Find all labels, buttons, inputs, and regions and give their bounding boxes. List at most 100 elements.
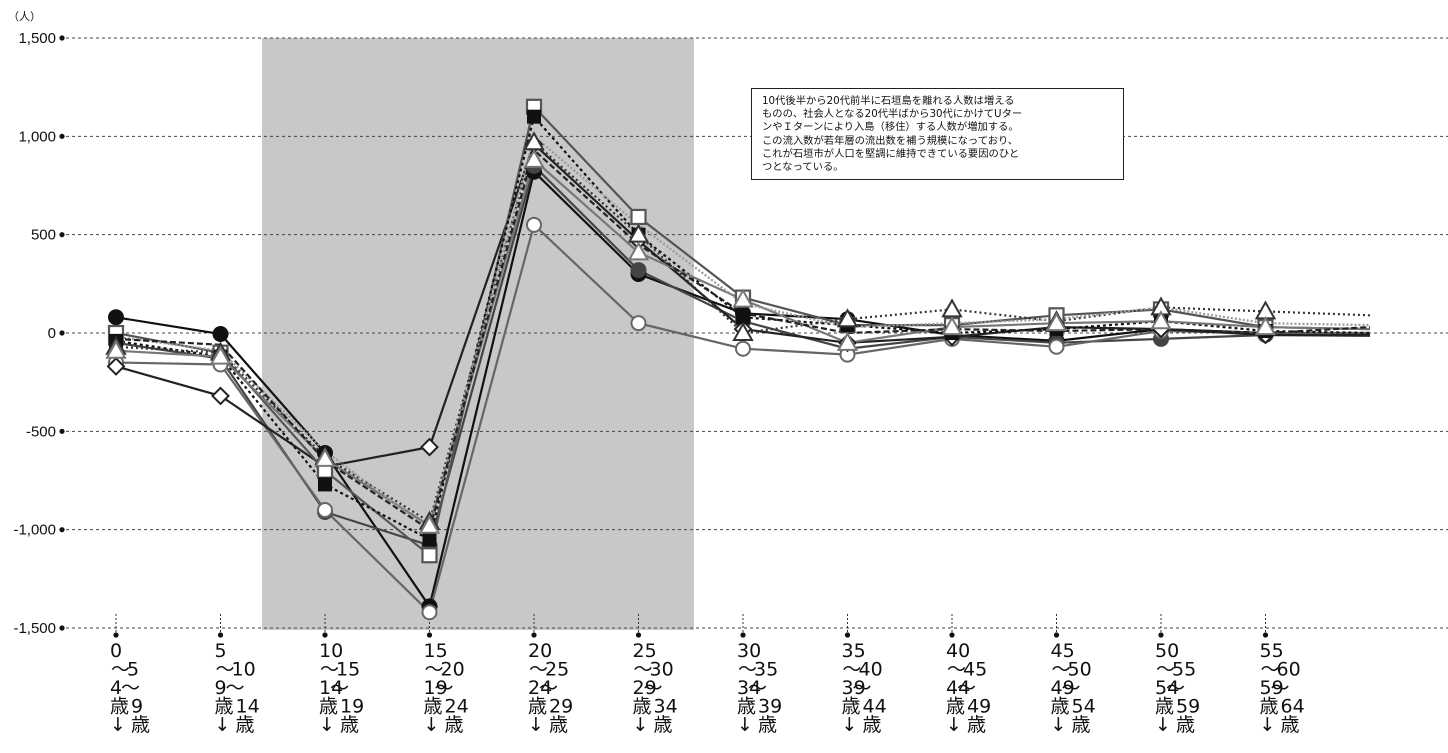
data-point bbox=[420, 437, 439, 457]
y-axis: （人） 1,500 1,000 500 0 -500 -1,000 -1,500 bbox=[8, 10, 65, 637]
x-tick-label-upper: 20 bbox=[441, 659, 465, 681]
x-tick-label: ↓ bbox=[528, 714, 544, 736]
x-tick-label: 49 bbox=[1051, 677, 1075, 699]
data-point bbox=[527, 109, 541, 124]
x-tick-label: 19 bbox=[424, 677, 448, 699]
series-markers bbox=[105, 98, 1277, 621]
y-tick-dot bbox=[59, 133, 65, 139]
x-tick-label-upper: 25 bbox=[545, 659, 569, 681]
data-point bbox=[211, 386, 230, 406]
x-tick-label: 歳 bbox=[424, 696, 443, 718]
data-point bbox=[1048, 338, 1065, 355]
x-tick-label: ↓ bbox=[946, 714, 962, 736]
y-tick-label: -500 bbox=[26, 423, 56, 440]
x-tick-dot bbox=[426, 632, 433, 638]
x-tick-label-upper: 歳 bbox=[236, 714, 255, 736]
x-tick-label: 歳 bbox=[528, 696, 547, 718]
x-tick-label: 5 bbox=[215, 640, 227, 662]
x-tick-dot bbox=[949, 632, 955, 638]
x-tick-label-upper: 〜 bbox=[226, 677, 245, 699]
annotation-line: ものの、社会人となる20代半ばから30代にかけてUター bbox=[762, 108, 1023, 121]
x-tick-label-upper: 29 bbox=[549, 696, 573, 718]
x-tick-dot bbox=[217, 632, 224, 638]
x-tick-label-upper: 5 bbox=[127, 659, 139, 681]
x-tick-label: 〜 bbox=[947, 659, 966, 681]
data-point bbox=[418, 514, 441, 534]
x-tick-label: 歳 bbox=[1051, 696, 1070, 718]
data-point bbox=[732, 288, 754, 308]
data-point bbox=[627, 241, 650, 261]
x-tick-dot bbox=[635, 632, 642, 638]
x-tick-dot bbox=[844, 632, 851, 638]
data-point bbox=[836, 331, 859, 351]
x-tick-label-upper: 歳 bbox=[758, 714, 777, 736]
x-tick-label-upper: 歳 bbox=[445, 714, 464, 736]
x-tick-label-upper: 歳 bbox=[131, 714, 150, 736]
x-tick-label: ↓ bbox=[110, 714, 126, 736]
data-point bbox=[630, 208, 647, 226]
data-point bbox=[732, 321, 754, 341]
data-point bbox=[421, 604, 438, 621]
x-tick-label: 39 bbox=[842, 677, 866, 699]
x-tick-label-upper: 〜 bbox=[539, 677, 558, 699]
x-tick-label-upper: 〜 bbox=[748, 677, 767, 699]
x-tick-label: ↓ bbox=[1155, 714, 1171, 736]
data-point bbox=[317, 502, 333, 518]
x-tick-label: 歳 bbox=[737, 696, 756, 718]
y-unit-label: （人） bbox=[8, 10, 41, 23]
x-tick-label-upper: 14 bbox=[236, 696, 260, 718]
x-tick-label-upper: 〜 bbox=[1166, 677, 1185, 699]
x-tick-label: ↓ bbox=[215, 714, 231, 736]
y-tick-label: -1,500 bbox=[13, 620, 56, 637]
x-tick-label-upper: 55 bbox=[1172, 659, 1196, 681]
x-tick-label: 〜 bbox=[843, 659, 862, 681]
x-tick-label-upper: 24 bbox=[445, 696, 469, 718]
x-tick-label-upper: 45 bbox=[963, 659, 987, 681]
data-point bbox=[736, 310, 750, 325]
x-tick-label-upper: 歳 bbox=[967, 714, 986, 736]
x-tick-label: 24 bbox=[528, 677, 552, 699]
annotation-line: 10代後半から20代前半に石垣島を離れる人数は増える bbox=[762, 95, 1015, 107]
x-tick-label-upper: 〜 bbox=[957, 677, 976, 699]
x-tick-label: 歳 bbox=[1155, 696, 1174, 718]
x-tick-label: ↓ bbox=[737, 714, 753, 736]
y-tick-dot bbox=[59, 625, 65, 631]
data-point bbox=[421, 547, 438, 564]
y-tick-label: 0 bbox=[48, 325, 56, 342]
x-tick-label-upper: 〜 bbox=[1062, 677, 1081, 699]
x-tick-label: 30 bbox=[737, 640, 761, 662]
x-tick-label: 55 bbox=[1260, 640, 1284, 662]
x-tick-label-upper: 〜 bbox=[644, 677, 663, 699]
x-tick-label-upper: 歳 bbox=[549, 714, 568, 736]
x-tick-dot bbox=[1262, 632, 1269, 638]
x-tick-label-upper: 歳 bbox=[340, 714, 359, 736]
data-point bbox=[941, 298, 963, 318]
data-point bbox=[212, 325, 229, 342]
x-tick-label-upper: 9 bbox=[131, 696, 143, 718]
x-tick-label: ↓ bbox=[319, 714, 335, 736]
data-point bbox=[836, 308, 859, 328]
data-point bbox=[318, 477, 332, 492]
x-tick-label: 歳 bbox=[842, 696, 861, 718]
x-tick-label-upper: 歳 bbox=[863, 714, 882, 736]
x-tick-label: 45 bbox=[1051, 640, 1075, 662]
x-tick-label-upper: 10 bbox=[232, 659, 256, 681]
x-tick-label: 35 bbox=[842, 640, 866, 662]
x-tick-label-upper: 34 bbox=[654, 696, 678, 718]
y-tick-dot bbox=[59, 527, 65, 533]
x-tick-label-upper: 〜 bbox=[853, 677, 872, 699]
x-tick-label: 14 bbox=[319, 677, 343, 699]
y-tick-label: -1,000 bbox=[13, 522, 56, 539]
x-tick-label-upper: 40 bbox=[859, 659, 883, 681]
x-tick-label: 〜 bbox=[425, 659, 444, 681]
data-point bbox=[105, 339, 127, 359]
x-tick-label-upper: 〜 bbox=[1271, 677, 1290, 699]
x-tick-label: 歳 bbox=[1260, 696, 1279, 718]
annotation-line: つとなっている。 bbox=[762, 161, 844, 174]
data-point bbox=[735, 340, 751, 357]
x-tick-label-upper: 44 bbox=[863, 696, 887, 718]
data-point bbox=[1150, 310, 1172, 330]
y-tick-dot bbox=[59, 232, 65, 238]
x-tick-label: 25 bbox=[633, 640, 657, 662]
